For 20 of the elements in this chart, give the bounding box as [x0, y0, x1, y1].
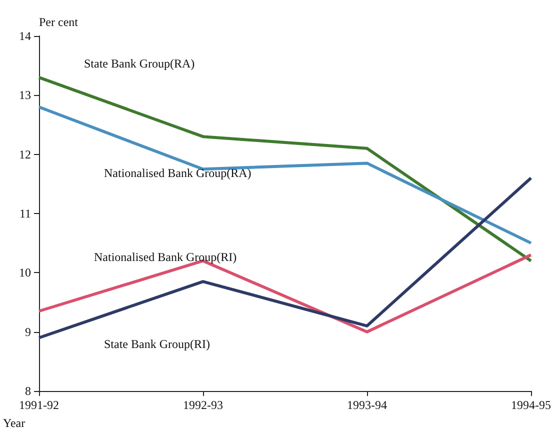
x-axis-title: Year [3, 416, 26, 430]
y-tick-label: 14 [19, 29, 31, 43]
line-series [38, 253, 532, 334]
series-label: Nationalised Bank Group(RA) [104, 166, 252, 180]
x-tick-label: 1993-94 [347, 398, 387, 412]
y-tick-label: 8 [25, 384, 31, 398]
series-label: State Bank Group(RI) [104, 336, 210, 351]
line-series [38, 76, 532, 262]
y-tick-label: 11 [19, 206, 31, 220]
y-tick-label: 12 [19, 147, 31, 162]
x-tick-label: 1992-93 [183, 398, 223, 412]
line-series [38, 106, 532, 245]
x-tick-label: 1994-95 [511, 398, 551, 412]
y-tick-label: 13 [19, 88, 31, 102]
series-label: Nationalised Bank Group(RI) [94, 250, 237, 264]
x-tick-label: 1991-92 [19, 398, 59, 412]
y-tick-label: 10 [19, 266, 31, 280]
y-axis-title: Per cent [39, 15, 79, 29]
series-label: State Bank Group(RA) [84, 56, 195, 70]
y-tick-label: 9 [25, 324, 31, 339]
